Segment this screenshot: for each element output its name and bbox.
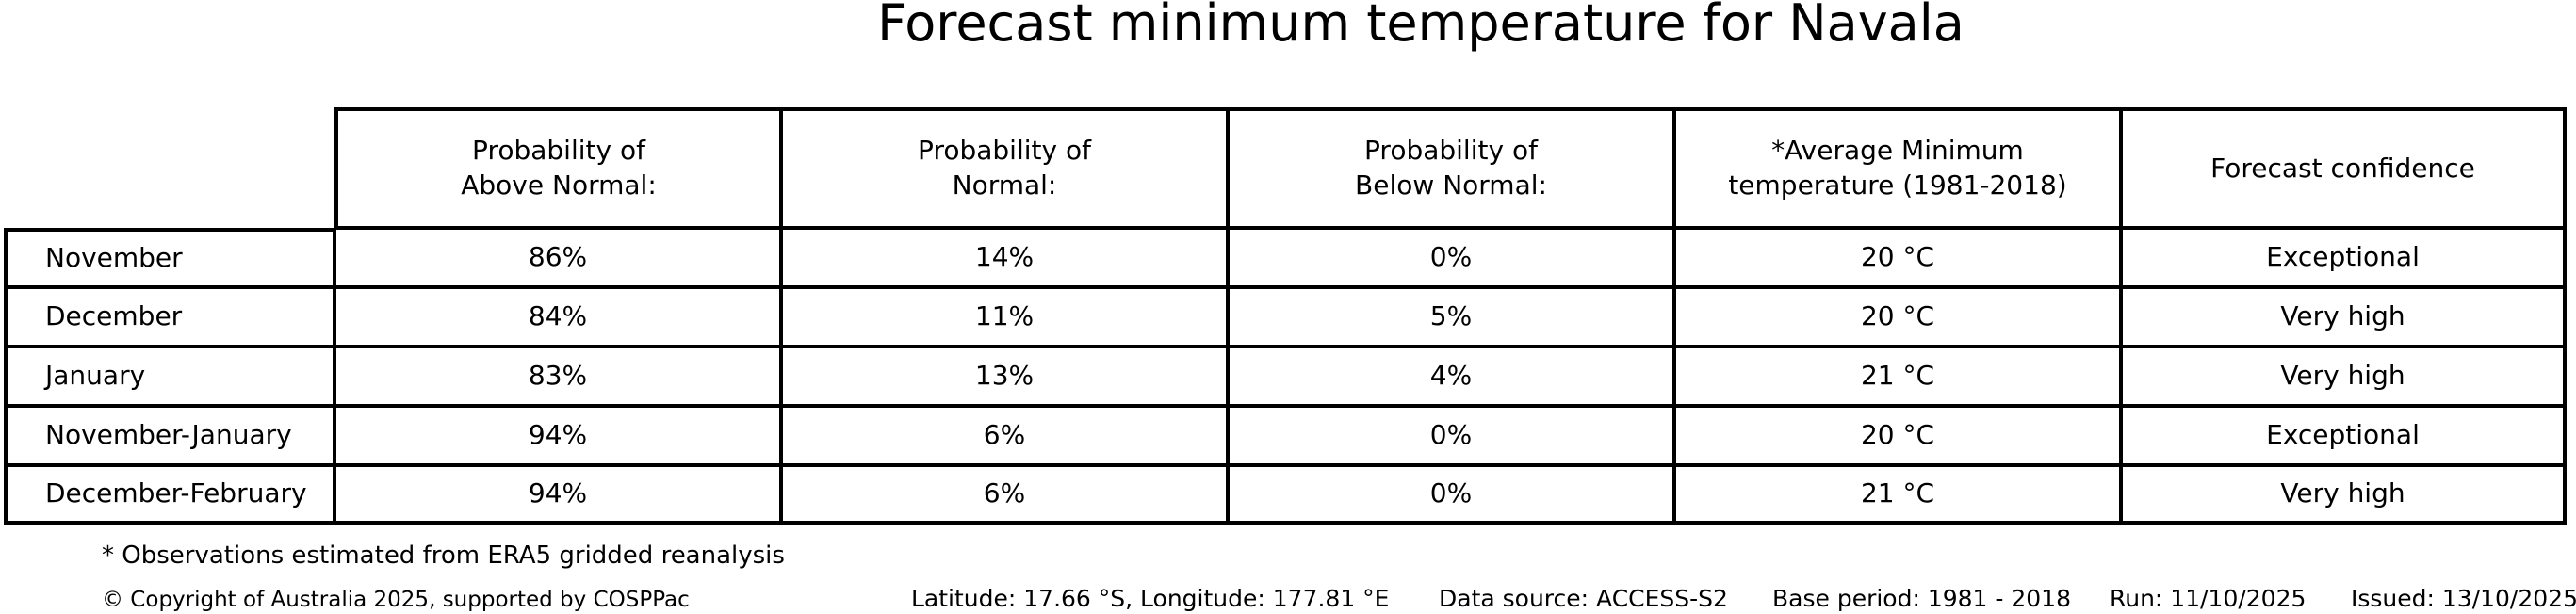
- table-cell: 84%: [334, 287, 781, 347]
- table-cell: 6%: [781, 406, 1228, 465]
- table-cell: 6%: [781, 465, 1228, 525]
- table-cell: 14%: [781, 228, 1228, 287]
- header-normal: Probability of Normal:: [781, 107, 1228, 228]
- table-cell: 0%: [1228, 406, 1674, 465]
- table-cell: 20 °C: [1674, 287, 2121, 347]
- table-cell: 94%: [334, 406, 781, 465]
- table-cell: 11%: [781, 287, 1228, 347]
- header-below-normal: Probability of Below Normal:: [1228, 107, 1674, 228]
- table-cell: 86%: [334, 228, 781, 287]
- table-cell: Exceptional: [2121, 406, 2567, 465]
- table-cell: 83%: [334, 347, 781, 406]
- row-label: November: [4, 228, 334, 287]
- row-label: November-January: [4, 406, 334, 465]
- run-date-text: Run: 11/10/2025: [2110, 585, 2307, 612]
- table-cell: 20 °C: [1674, 228, 2121, 287]
- table-cell: Exceptional: [2121, 228, 2567, 287]
- table-cell: 21 °C: [1674, 465, 2121, 525]
- table-cell: Very high: [2121, 347, 2567, 406]
- base-period-text: Base period: 1981 - 2018: [1772, 585, 2071, 612]
- table-cell: 5%: [1228, 287, 1674, 347]
- table-cell: 94%: [334, 465, 781, 525]
- issued-date-text: Issued: 13/10/2025: [2351, 585, 2576, 612]
- copyright-text: © Copyright of Australia 2025, supported…: [102, 588, 690, 612]
- table-cell: 4%: [1228, 347, 1674, 406]
- table-cell: 0%: [1228, 228, 1674, 287]
- table-cell: 20 °C: [1674, 406, 2121, 465]
- row-label: January: [4, 347, 334, 406]
- header-avg-min-temp: *Average Minimum temperature (1981-2018): [1674, 107, 2121, 228]
- location-text: Latitude: 17.66 °S, Longitude: 177.81 °E: [911, 585, 1390, 612]
- table-corner-empty: [4, 107, 334, 228]
- era5-footnote: * Observations estimated from ERA5 gridd…: [102, 541, 785, 570]
- footer-bar: © Copyright of Australia 2025, supported…: [0, 582, 2576, 614]
- forecast-table: Probability of Above Normal: Probability…: [4, 107, 2567, 525]
- row-label: December: [4, 287, 334, 347]
- table-cell: Very high: [2121, 465, 2567, 525]
- data-source-text: Data source: ACCESS-S2: [1439, 585, 1728, 612]
- table-cell: 13%: [781, 347, 1228, 406]
- page-title: Forecast minimum temperature for Navala: [877, 0, 1965, 53]
- header-above-normal: Probability of Above Normal:: [334, 107, 781, 228]
- table-cell: 21 °C: [1674, 347, 2121, 406]
- row-label: December-February: [4, 465, 334, 525]
- header-forecast-confidence: Forecast confidence: [2121, 107, 2567, 228]
- table-cell: 0%: [1228, 465, 1674, 525]
- table-cell: Very high: [2121, 287, 2567, 347]
